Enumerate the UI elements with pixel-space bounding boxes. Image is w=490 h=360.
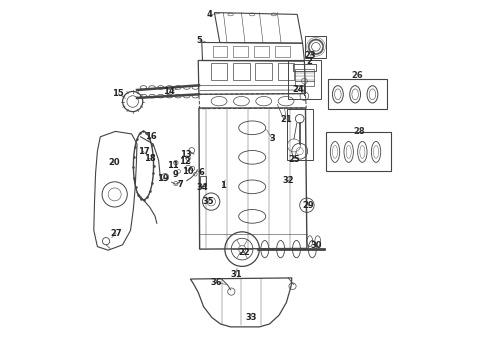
Text: 21: 21: [280, 115, 292, 124]
Bar: [287, 109, 313, 160]
Text: 29: 29: [302, 202, 314, 210]
Text: 13: 13: [180, 150, 192, 159]
Text: 24: 24: [293, 85, 304, 94]
Text: 35: 35: [202, 197, 214, 206]
Text: 15: 15: [112, 89, 124, 98]
Text: 30: 30: [311, 241, 322, 250]
Text: 26: 26: [352, 71, 364, 80]
Bar: [233, 63, 250, 80]
Text: 34: 34: [196, 184, 208, 192]
Text: 31: 31: [230, 270, 242, 279]
Bar: [288, 60, 320, 99]
Text: 12: 12: [179, 157, 191, 166]
Text: 6: 6: [199, 168, 205, 177]
Bar: [294, 69, 314, 86]
Text: 22: 22: [239, 248, 250, 257]
Bar: [275, 46, 290, 57]
Text: 5: 5: [196, 36, 202, 45]
Text: 19: 19: [157, 174, 169, 183]
Text: 9: 9: [173, 170, 179, 179]
Text: 1: 1: [220, 181, 225, 190]
Bar: [199, 176, 206, 186]
Text: 33: 33: [245, 313, 256, 322]
Bar: [305, 36, 326, 58]
Text: 2: 2: [307, 57, 313, 66]
Bar: [213, 46, 227, 57]
Text: 14: 14: [164, 87, 175, 96]
Bar: [293, 64, 316, 71]
Bar: [233, 46, 248, 57]
Bar: [255, 63, 272, 80]
Bar: [278, 63, 294, 80]
Text: 32: 32: [282, 176, 294, 185]
Text: 36: 36: [210, 278, 222, 287]
Text: 17: 17: [138, 147, 149, 156]
Text: 27: 27: [110, 229, 122, 238]
Text: 23: 23: [305, 51, 317, 60]
Text: 4: 4: [207, 10, 213, 19]
Bar: [254, 46, 269, 57]
Text: 25: 25: [288, 154, 300, 163]
Text: 11: 11: [167, 161, 179, 170]
Text: 7: 7: [177, 180, 183, 189]
Bar: [326, 132, 391, 171]
Bar: [328, 79, 387, 109]
Text: 28: 28: [353, 126, 365, 135]
Text: 20: 20: [108, 158, 120, 167]
Text: 10: 10: [182, 166, 194, 175]
Bar: [211, 63, 227, 80]
Text: 18: 18: [144, 154, 156, 163]
Text: 3: 3: [269, 134, 275, 143]
Text: 16: 16: [146, 132, 157, 141]
